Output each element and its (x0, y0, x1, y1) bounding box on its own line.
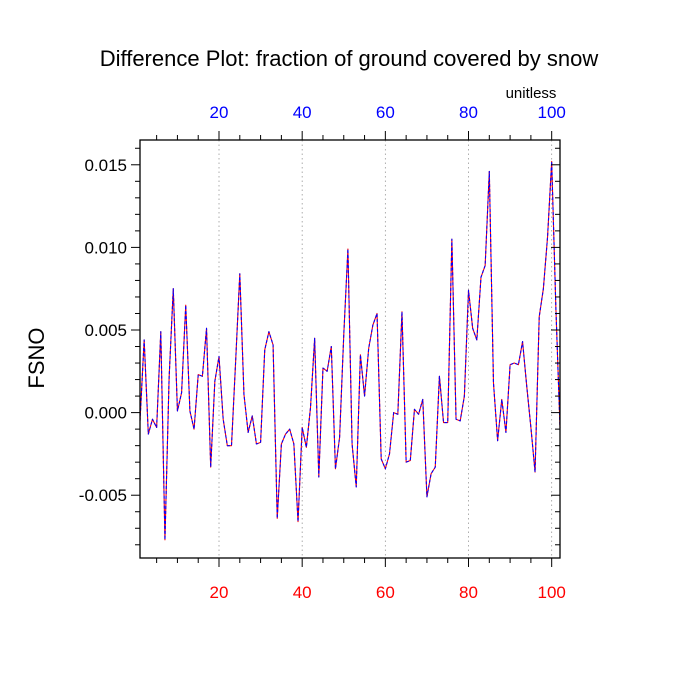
y-tick-label: 0.005 (84, 321, 127, 340)
y-tick-label: 0.015 (84, 156, 127, 175)
series-line-blue (139, 160, 561, 541)
axes (131, 131, 561, 567)
plot-frame (139, 139, 561, 559)
y-tick-label: 0.000 (84, 404, 127, 423)
grid-lines (218, 140, 553, 558)
chart-title: Difference Plot: fraction of ground cove… (100, 46, 599, 71)
x-tick-label-bottom: 40 (293, 583, 312, 602)
y-axis-label: FSNO (24, 327, 49, 388)
x-tick-label-top: 80 (459, 103, 478, 122)
y-tick-label: -0.005 (79, 486, 127, 505)
tick-labels: -0.005 0.000 0.005 0.010 0.015 20 20 40 40 60 60 80… (79, 103, 566, 602)
series-group (139, 160, 561, 541)
units-label: unitless (506, 85, 557, 102)
x-tick-label-top: 20 (210, 103, 229, 122)
x-tick-label-bottom: 20 (210, 583, 229, 602)
x-tick-label-bottom: 100 (537, 583, 565, 602)
x-tick-label-bottom: 80 (459, 583, 478, 602)
x-tick-label-top: 40 (293, 103, 312, 122)
x-tick-label-top: 100 (537, 103, 565, 122)
x-tick-label-bottom: 60 (376, 583, 395, 602)
y-tick-label: 0.010 (84, 238, 127, 257)
x-tick-label-top: 60 (376, 103, 395, 122)
